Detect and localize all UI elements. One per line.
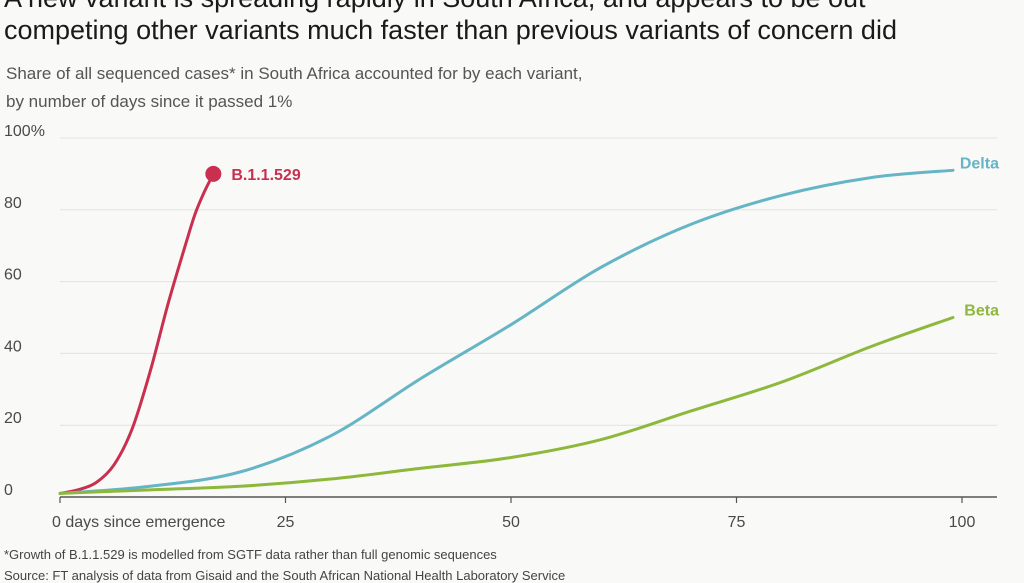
headline-line-2: competing other variants much faster tha…: [4, 15, 897, 45]
series-label-beta: Beta: [964, 303, 999, 320]
y-tick-label: 0: [4, 482, 13, 499]
series-end-marker-b-1-1-529: [205, 165, 222, 182]
series-line-delta: [58, 168, 955, 495]
headline-line-1: A new variant is spreading rapidly in So…: [4, 0, 1020, 14]
series-line-beta: [58, 316, 955, 495]
y-tick-label: 40: [4, 338, 22, 355]
y-tick-label: 60: [4, 267, 22, 284]
y-tick-label: 20: [4, 410, 22, 427]
x-tick-label: 100: [949, 514, 976, 531]
series-label-b-1-1-529: B.1.1.529: [231, 167, 300, 184]
x-tick-label: 75: [728, 514, 746, 531]
x-tick-label: 25: [277, 514, 295, 531]
variant-share-chart: 0 20 40 60 80 100% 0 days since emergence 25 50…: [4, 123, 999, 531]
x-tick-label: 50: [502, 514, 520, 531]
footnote-modelling-note: *Growth of B.1.1.529 is modelled from SG…: [4, 547, 497, 562]
series-label-delta: Delta: [960, 155, 999, 172]
subtitle-line-1: Share of all sequenced cases* in South A…: [6, 64, 583, 83]
y-tick-label: 80: [4, 195, 22, 212]
x-tick-label: 0 days since emergence: [52, 514, 226, 531]
y-tick-label: 100%: [4, 123, 45, 140]
series-layer: B.1.1.529 Delta Beta: [58, 155, 999, 495]
subtitle-line-2: by number of days since it passed 1%: [6, 92, 293, 111]
grid-layer: [60, 137, 997, 498]
x-axis: 0 days since emergence 25 50 75 100: [52, 497, 975, 531]
series-line-b-1-1-529: [58, 172, 215, 495]
y-axis: 0 20 40 60 80 100%: [4, 123, 45, 499]
